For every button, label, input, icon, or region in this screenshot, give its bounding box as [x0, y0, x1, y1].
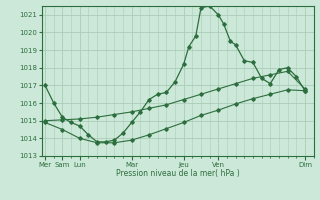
- X-axis label: Pression niveau de la mer( hPa ): Pression niveau de la mer( hPa ): [116, 169, 239, 178]
